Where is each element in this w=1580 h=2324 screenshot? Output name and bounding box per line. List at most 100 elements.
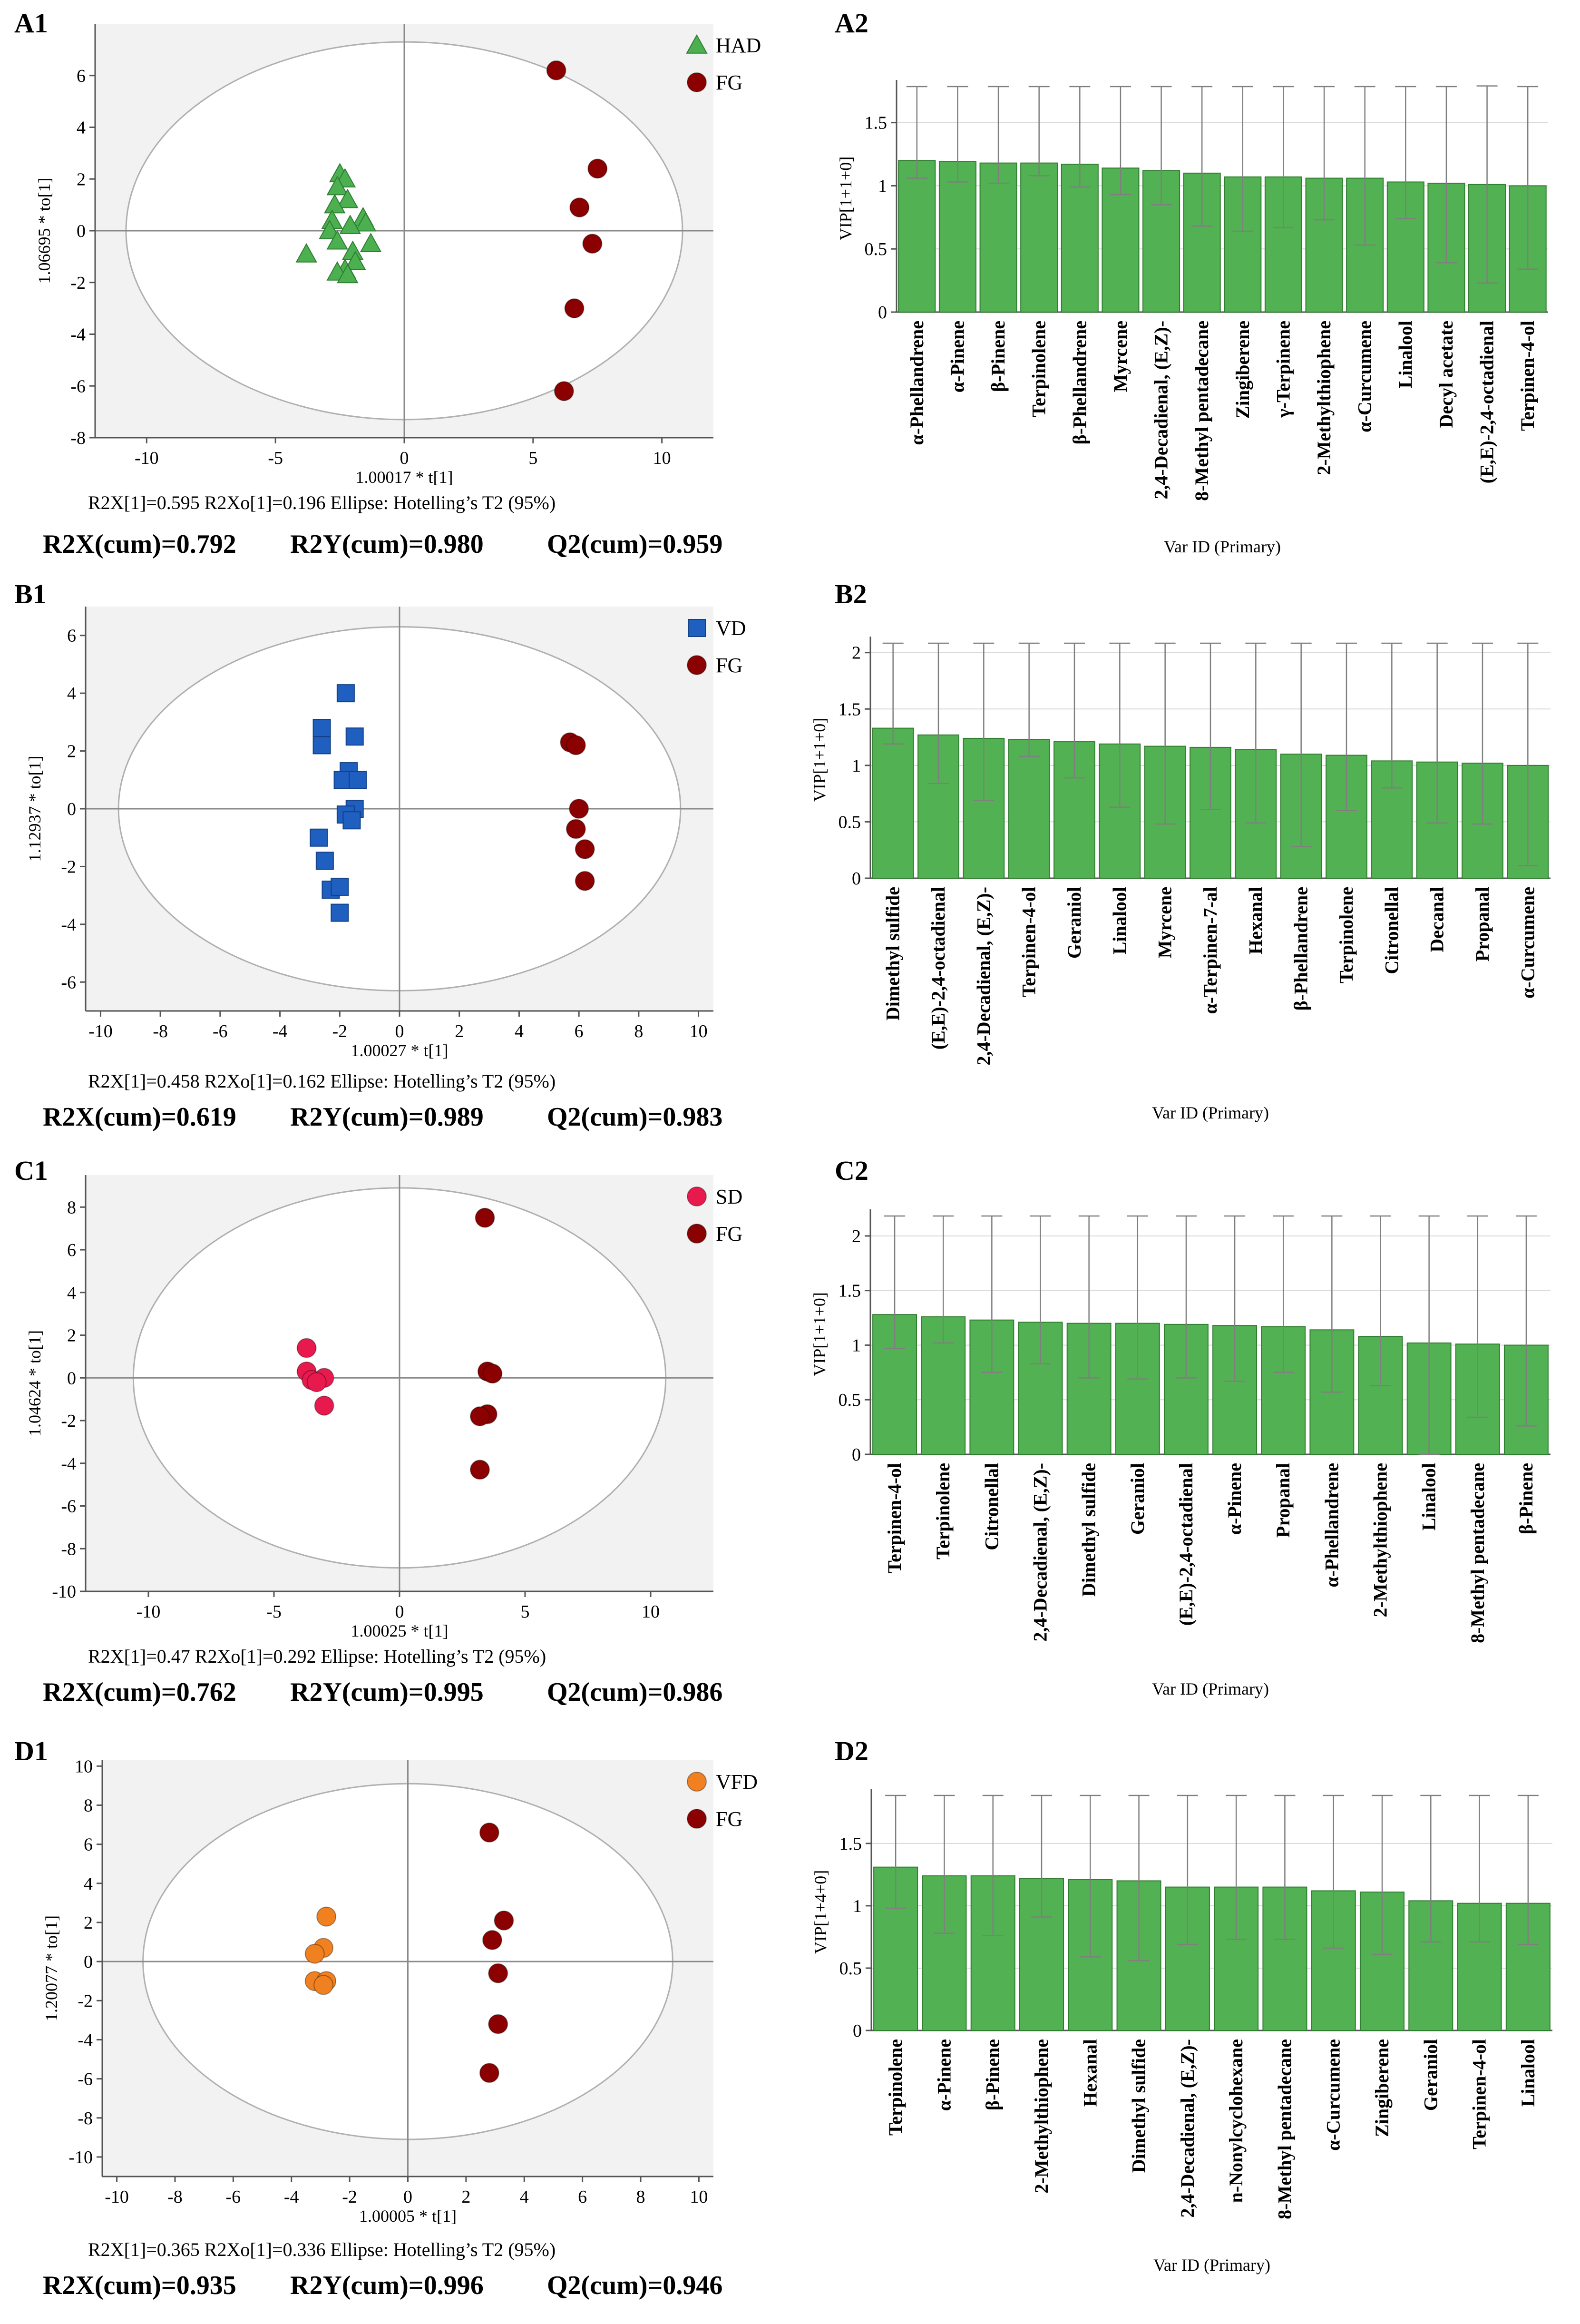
y-tick-label: -6: [61, 1497, 76, 1517]
data-point: [336, 684, 355, 703]
y-tick-label: 8: [67, 1197, 76, 1217]
y-tick-label: 8: [84, 1795, 93, 1815]
category-label: 2-Methylthiophene: [1031, 2039, 1052, 2193]
y-tick-label: 2: [84, 1913, 93, 1933]
series-fg: FG: [479, 1807, 742, 2083]
category-label: Decyl acetate: [1435, 321, 1457, 428]
bar: [1019, 1878, 1064, 2031]
legend-label: FG: [716, 1807, 742, 1831]
y-tick-label: -6: [61, 972, 76, 992]
legend-label: VFD: [716, 1770, 758, 1794]
r2x-cum: R2X(cum)=0.935: [43, 2271, 236, 2300]
data-point: [296, 1338, 317, 1358]
y-tick-label: 0.5: [839, 1959, 862, 1979]
y-axis-label: 1.20077 * to[1]: [42, 1915, 61, 2021]
category-label: (E,E)-2,4-octadienal: [1175, 1463, 1197, 1626]
y-tick-label: 0: [852, 1445, 861, 1465]
x-tick-label: -4: [284, 2187, 299, 2207]
data-point: [546, 60, 566, 80]
y-tick-label: -10: [68, 2147, 93, 2167]
data-point: [331, 877, 349, 896]
y-tick-label: -2: [61, 857, 76, 877]
model-stats: R2X[1]=0.595 R2Xo[1]=0.196 Ellipse: Hote…: [88, 492, 556, 513]
model-stats: R2X[1]=0.365 R2Xo[1]=0.336 Ellipse: Hote…: [88, 2239, 556, 2260]
data-point: [482, 1930, 502, 1950]
data-point: [479, 1822, 499, 1843]
circle-icon: [687, 1772, 707, 1792]
legend-label: FG: [716, 654, 742, 677]
x-tick-label: 2: [455, 1021, 464, 1041]
category-label: Terpinolene: [932, 1463, 954, 1559]
category-label: α-Curcumene: [1517, 887, 1538, 999]
x-tick-label: -6: [213, 1021, 228, 1041]
y-tick-label: 10: [75, 1756, 93, 1776]
model-stats: R2X[1]=0.47 R2Xo[1]=0.292 Ellipse: Hotel…: [88, 1646, 546, 1667]
y-tick-label: 0: [852, 869, 861, 889]
y-tick-label: 6: [84, 1835, 93, 1855]
data-point: [554, 381, 574, 402]
data-point: [566, 819, 586, 839]
category-label: α-Phellandrene: [1321, 1463, 1342, 1588]
data-point: [316, 1906, 337, 1927]
score-plot-d1: D1 -10 -8 -6 -4 -2 0 2 4 6 8 10 -10 -8 -6 -4 -2 0 2 4 6 8 10 1.…: [14, 1736, 758, 2300]
x-tick-label: 8: [636, 2187, 645, 2207]
bar: [1008, 739, 1050, 879]
category-label: α-Curcumene: [1323, 2039, 1344, 2151]
y-axis-label: VIP[1+1+0]: [810, 718, 829, 802]
data-point: [349, 771, 367, 789]
bar: [938, 161, 976, 313]
y-tick-label: 4: [84, 1874, 93, 1894]
data-point: [564, 298, 585, 319]
vip-plot-b2: B2 0 0.5 1 1.5 2 VIP[1+1+0] Dimethyl sulfide (E,…: [810, 579, 1551, 1122]
y-tick-label: -2: [61, 1411, 76, 1431]
category-label: β-Pinene: [987, 321, 1009, 392]
x-tick-label: -8: [167, 2187, 183, 2207]
x-tick-label: 4: [520, 2187, 529, 2207]
legend-label: FG: [716, 71, 742, 94]
x-tick-label: 10: [642, 1602, 660, 1622]
y-tick-label: 1: [852, 1335, 861, 1355]
x-tick-label: -8: [153, 1021, 168, 1041]
category-label: Geraniol: [1063, 887, 1085, 959]
vip-plot-c2: C2 0 0.5 1 1.5 2 VIP[1+1+0] Terpinen-4-ol Terpin…: [810, 1155, 1551, 1698]
data-point: [326, 176, 348, 196]
bar: [898, 160, 936, 313]
panel-label: A2: [835, 8, 868, 39]
y-tick-label: 4: [77, 118, 86, 138]
category-label: Terpinen-4-ol: [1517, 321, 1538, 431]
data-point: [479, 2063, 499, 2083]
x-tick-label: -2: [332, 1021, 347, 1041]
x-tick-label: 6: [578, 2187, 587, 2207]
data-point: [482, 1363, 503, 1384]
category-label: α-Phellandrene: [906, 321, 927, 445]
category-label: Linalool: [1109, 887, 1130, 954]
x-tick-label: 8: [634, 1021, 643, 1041]
y-tick-label: 1: [852, 756, 861, 776]
bar: [1020, 162, 1058, 313]
category-label: Citronellal: [1381, 887, 1402, 974]
category-label: 8-Methyl pentadecane: [1274, 2039, 1295, 2219]
category-label: 2-Methylthiophene: [1370, 1463, 1391, 1617]
r2y-cum: R2Y(cum)=0.989: [290, 1102, 484, 1132]
x-tick-label: -5: [268, 448, 283, 468]
data-point: [337, 264, 359, 284]
data-point: [310, 828, 328, 847]
category-label: Terpinen-4-ol: [884, 1463, 905, 1573]
y-tick-label: -4: [78, 2030, 93, 2050]
category-label: 2,4-Decadienal, (E,Z)-: [1030, 1463, 1051, 1642]
circle-icon: [687, 655, 707, 675]
data-point: [575, 871, 595, 891]
category-label: Geraniol: [1127, 1463, 1148, 1535]
category-label: 8-Methyl pentadecane: [1467, 1463, 1488, 1643]
category-label: β-Phellandrene: [1290, 887, 1312, 1010]
x-axis-label: Var ID (Primary): [1164, 537, 1281, 556]
score-plot-b1: B1 -10 -8 -6 -4 -2 0 2 4 6 8 10 -6 -4 -2 0 2 4 6 1.00027 * …: [14, 579, 746, 1132]
vip-plot-a2: A2 0 0.5 1 1.5 VIP[1+1+0] α-Phellandrene α-Pine…: [835, 8, 1548, 556]
bar: [1326, 755, 1367, 879]
y-tick-label: -2: [70, 273, 86, 293]
y-tick-label: 2: [77, 169, 86, 189]
x-tick-label: -10: [88, 1021, 113, 1041]
category-label: Terpinen-4-ol: [1018, 887, 1040, 997]
data-point: [569, 799, 589, 819]
panel-label: B2: [835, 579, 867, 609]
